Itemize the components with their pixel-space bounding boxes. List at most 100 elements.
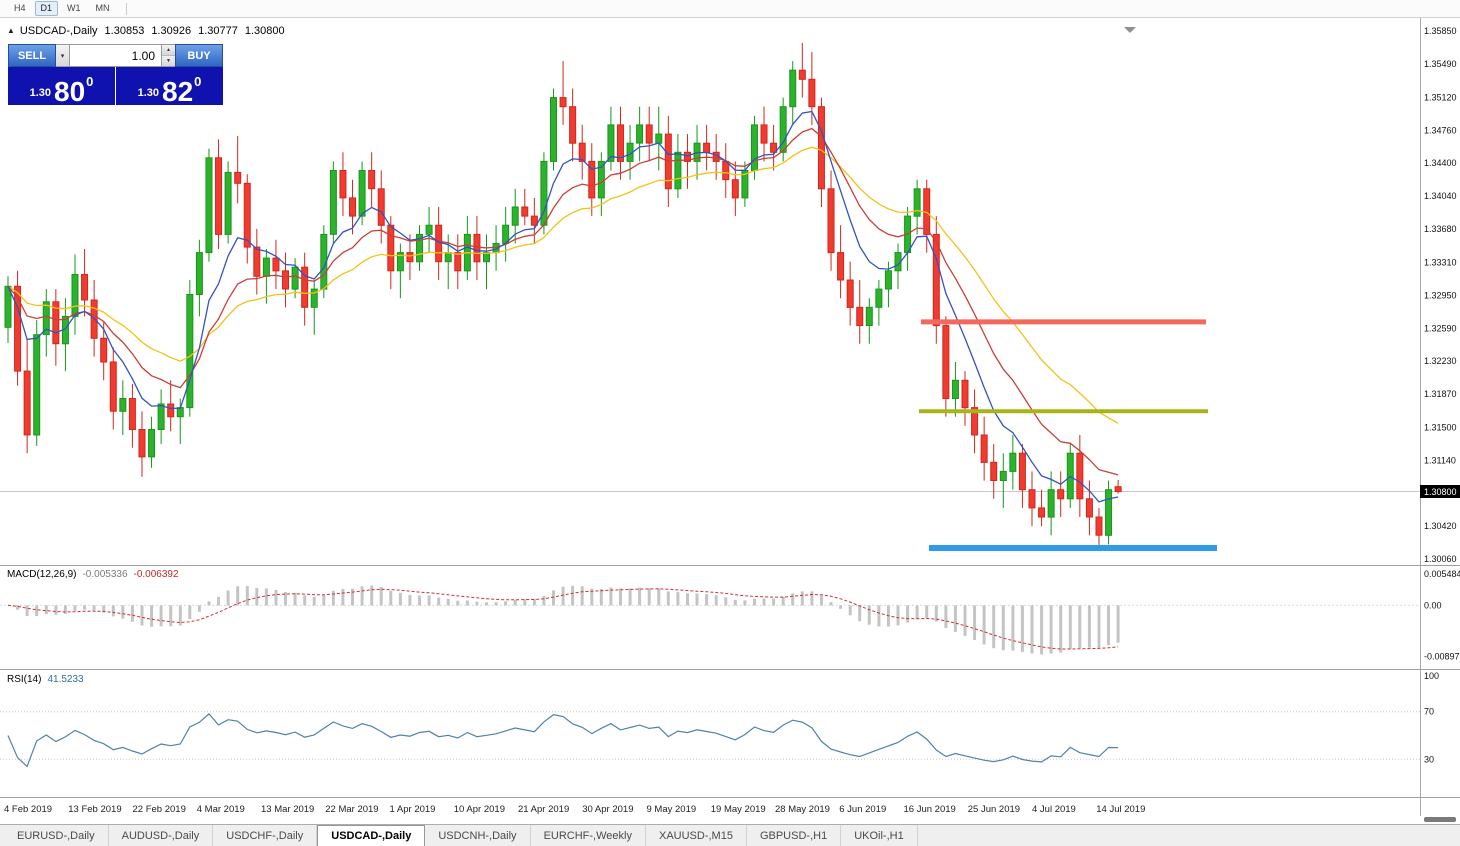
candle-down bbox=[52, 301, 60, 345]
candle-up bbox=[483, 252, 490, 263]
chart-tab-bar: EURUSD-,Daily AUDUSD-,Daily USDCHF-,Daily U… bbox=[0, 824, 1460, 846]
candle-down bbox=[167, 403, 175, 418]
candle-down bbox=[1038, 507, 1046, 518]
candle-down bbox=[817, 106, 825, 190]
chart-tab-eurchf-weekly[interactable]: EURCHF-,Weekly bbox=[531, 825, 646, 846]
trade-panel-prices: 1.30 80 0 1.30 82 0 bbox=[8, 67, 223, 105]
sell-price-point: 0 bbox=[86, 74, 94, 89]
macd-indicator-header: MACD(12,26,9) -0.005336 -0.006392 bbox=[7, 569, 179, 580]
volume-increase-button[interactable]: ▲ bbox=[162, 45, 175, 56]
chart-shift-marker[interactable] bbox=[1124, 27, 1136, 33]
candle-down bbox=[837, 252, 845, 281]
ma-line-fast-blue bbox=[7, 110, 1119, 503]
macd-signal-line bbox=[7, 588, 1119, 650]
candle-down bbox=[588, 160, 596, 199]
sell-button[interactable]: SELL bbox=[8, 44, 56, 67]
candle-up bbox=[396, 252, 404, 272]
buy-price-display[interactable]: 1.30 82 0 bbox=[116, 67, 223, 105]
price-axis-label: 1.35120 bbox=[1424, 93, 1457, 103]
chart-tab-gbpusd-h1[interactable]: GBPUSD-,H1 bbox=[747, 825, 842, 846]
rsi-axis-label: 70 bbox=[1424, 707, 1434, 717]
chart-tab-xauusd-m15[interactable]: XAUUSD-,M15 bbox=[646, 825, 747, 846]
price-axis-label: 1.34400 bbox=[1424, 158, 1457, 168]
chart-tab-ukoil-h1[interactable]: UKOil-,H1 bbox=[841, 825, 918, 846]
candle-up bbox=[195, 252, 203, 296]
date-axis-label: 22 Feb 2019 bbox=[133, 804, 186, 815]
candle-up bbox=[655, 133, 663, 144]
candle-down bbox=[301, 266, 309, 308]
horizontal-scrollbar-thumb[interactable] bbox=[1424, 817, 1456, 822]
macd-axis-label: -0.008975 bbox=[1424, 652, 1460, 662]
candle-down bbox=[1028, 489, 1036, 509]
candle-up bbox=[779, 106, 787, 153]
rsi-indicator-header: RSI(14) 41.5233 bbox=[7, 674, 84, 685]
timeframe-button-d1[interactable]: D1 bbox=[34, 1, 59, 16]
ohlc-open: 1.30853 bbox=[104, 25, 145, 37]
candle-up bbox=[224, 171, 232, 235]
candle-down bbox=[387, 224, 395, 272]
date-axis-label: 30 Apr 2019 bbox=[582, 804, 633, 815]
price-axis-label: 1.30060 bbox=[1424, 554, 1457, 564]
ma-line-slow-yellow bbox=[7, 146, 1119, 424]
candle-down bbox=[339, 170, 347, 199]
candle-down bbox=[530, 215, 538, 226]
chart-symbol: USDCAD-,Daily bbox=[19, 25, 98, 37]
chart-tab-usdcnh-daily[interactable]: USDCNH-,Daily bbox=[425, 825, 531, 846]
candle-up bbox=[636, 124, 644, 144]
trade-panel-controls: SELL ▾ ▲ ▼ BUY bbox=[8, 44, 223, 67]
date-axis-label: 28 May 2019 bbox=[775, 804, 830, 815]
timeframe-button-w1[interactable]: W1 bbox=[67, 3, 81, 13]
buy-button[interactable]: BUY bbox=[175, 44, 223, 67]
sell-price-pips: 80 bbox=[54, 75, 86, 107]
sell-price-display[interactable]: 1.30 80 0 bbox=[8, 67, 115, 105]
candle-up bbox=[1009, 452, 1017, 472]
chart-tab-usdchf-daily[interactable]: USDCHF-,Daily bbox=[213, 825, 318, 846]
candle-up bbox=[511, 206, 519, 226]
chart-tab-usdcad-daily[interactable]: USDCAD-,Daily bbox=[317, 825, 426, 846]
timeframe-button-mn[interactable]: MN bbox=[95, 3, 110, 13]
rsi-axis-label: 30 bbox=[1424, 754, 1434, 764]
candle-down bbox=[703, 142, 711, 153]
candle-down bbox=[272, 257, 280, 272]
candle-up bbox=[358, 170, 366, 217]
date-axis-label: 13 Mar 2019 bbox=[261, 804, 314, 815]
candle-down bbox=[942, 325, 950, 400]
timeframe-button-h4[interactable]: H4 bbox=[14, 3, 26, 13]
candle-down bbox=[1057, 489, 1065, 500]
date-axis-label: 9 May 2019 bbox=[647, 804, 697, 815]
price-axis-label: 1.35490 bbox=[1424, 59, 1457, 69]
candle-down bbox=[473, 233, 481, 263]
price-axis-label: 1.32590 bbox=[1424, 323, 1457, 333]
candle-up bbox=[291, 266, 299, 290]
chart-canvas[interactable]: 1.35850 1.35490 1.35120 1.34760 1.34400 1.340… bbox=[0, 18, 1460, 824]
candle-up bbox=[157, 403, 165, 430]
date-axis-label: 19 May 2019 bbox=[711, 804, 766, 815]
volume-input[interactable] bbox=[70, 45, 161, 66]
ohlc-low: 1.30777 bbox=[198, 25, 238, 37]
rsi-axis-label: 100 bbox=[1424, 671, 1439, 681]
candle-down bbox=[81, 274, 89, 301]
chart-tab-eurusd-daily[interactable]: EURUSD-,Daily bbox=[4, 825, 109, 846]
candle-up bbox=[186, 294, 194, 409]
candle-down bbox=[234, 171, 242, 184]
candle-down bbox=[932, 233, 940, 327]
one-click-panel-toggle[interactable]: ▲ bbox=[7, 26, 15, 35]
date-axis-label: 4 Jul 2019 bbox=[1032, 804, 1076, 815]
macd-title: MACD(12,26,9) bbox=[7, 569, 77, 580]
candle-up bbox=[865, 306, 873, 326]
volume-dropdown-button[interactable]: ▾ bbox=[56, 44, 70, 67]
candle-up bbox=[913, 188, 921, 217]
candle-down bbox=[645, 124, 653, 144]
date-axis-label: 25 Jun 2019 bbox=[968, 804, 1020, 815]
current-price-tag bbox=[1420, 485, 1460, 498]
chart-tab-audusd-daily[interactable]: AUDUSD-,Daily bbox=[109, 825, 214, 846]
candle-up bbox=[789, 69, 797, 108]
candle-down bbox=[435, 224, 443, 263]
date-axis-label: 16 Jun 2019 bbox=[904, 804, 956, 815]
volume-decrease-button[interactable]: ▼ bbox=[162, 56, 175, 66]
candle-down bbox=[760, 124, 768, 144]
macd-histogram bbox=[16, 585, 1120, 655]
rsi-line bbox=[7, 713, 1119, 768]
caret-down-icon: ▾ bbox=[60, 52, 65, 60]
candle-up bbox=[262, 257, 270, 277]
